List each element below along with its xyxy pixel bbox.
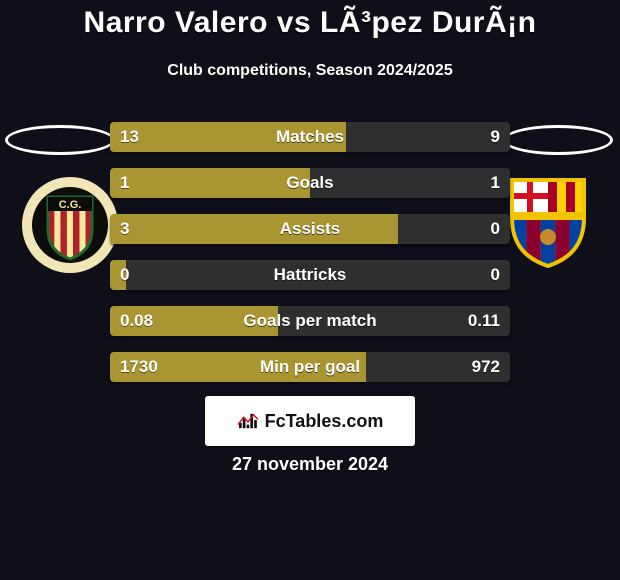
subtitle: Club competitions, Season 2024/2025 — [0, 62, 620, 80]
bar-value-right: 1 — [491, 168, 500, 198]
bar-label: Goals — [110, 168, 510, 198]
bar-label: Matches — [110, 122, 510, 152]
bar-value-left: 0 — [120, 260, 129, 290]
stage: Narro Valero vs LÃ³pez DurÃ¡n Club compe… — [0, 0, 620, 580]
bar-value-left: 13 — [120, 122, 139, 152]
stat-row: Assists3 0 — [110, 214, 510, 244]
bar-value-right: 0.11 — [468, 306, 500, 336]
stats-bars: Matches139Goals11Assists30Hattricks00Goa… — [110, 122, 510, 398]
page-title: Narro Valero vs LÃ³pez DurÃ¡n — [0, 6, 620, 40]
bar-value-right: 0 — [491, 214, 500, 244]
bar-value-left: 1 — [120, 168, 129, 198]
player-right-ellipse — [503, 125, 613, 155]
svg-text:C.G.: C.G. — [59, 199, 82, 211]
chart-icon — [237, 412, 259, 430]
stat-row: Goals per match0.08 0.11 — [110, 306, 510, 336]
date-text: 27 november 2024 — [0, 454, 620, 475]
player-right-crest — [498, 170, 598, 270]
bar-value-left: 0.08 — [120, 306, 153, 336]
bar-label: Min per goal — [110, 352, 510, 382]
bar-value-right: 0 — [491, 260, 500, 290]
bar-label: Goals per match — [110, 306, 510, 336]
bar-label: Hattricks — [110, 260, 510, 290]
site-badge: FcTables.com — [205, 396, 415, 446]
bar-value-left: 3 — [120, 214, 129, 244]
player-left-crest: C.G. — [20, 175, 120, 275]
bar-value-right: 972 — [472, 352, 500, 382]
stat-row: Min per goal1730 972 — [110, 352, 510, 382]
stat-row: Goals1 1 — [110, 168, 510, 198]
bar-value-left: 1730 — [120, 352, 158, 382]
bar-value-right: 9 — [491, 122, 500, 152]
bar-label: Assists — [110, 214, 510, 244]
stat-row: Hattricks0 0 — [110, 260, 510, 290]
stat-row: Matches13 9 — [110, 122, 510, 152]
site-badge-text: FcTables.com — [265, 411, 384, 432]
player-left-ellipse — [5, 125, 115, 155]
